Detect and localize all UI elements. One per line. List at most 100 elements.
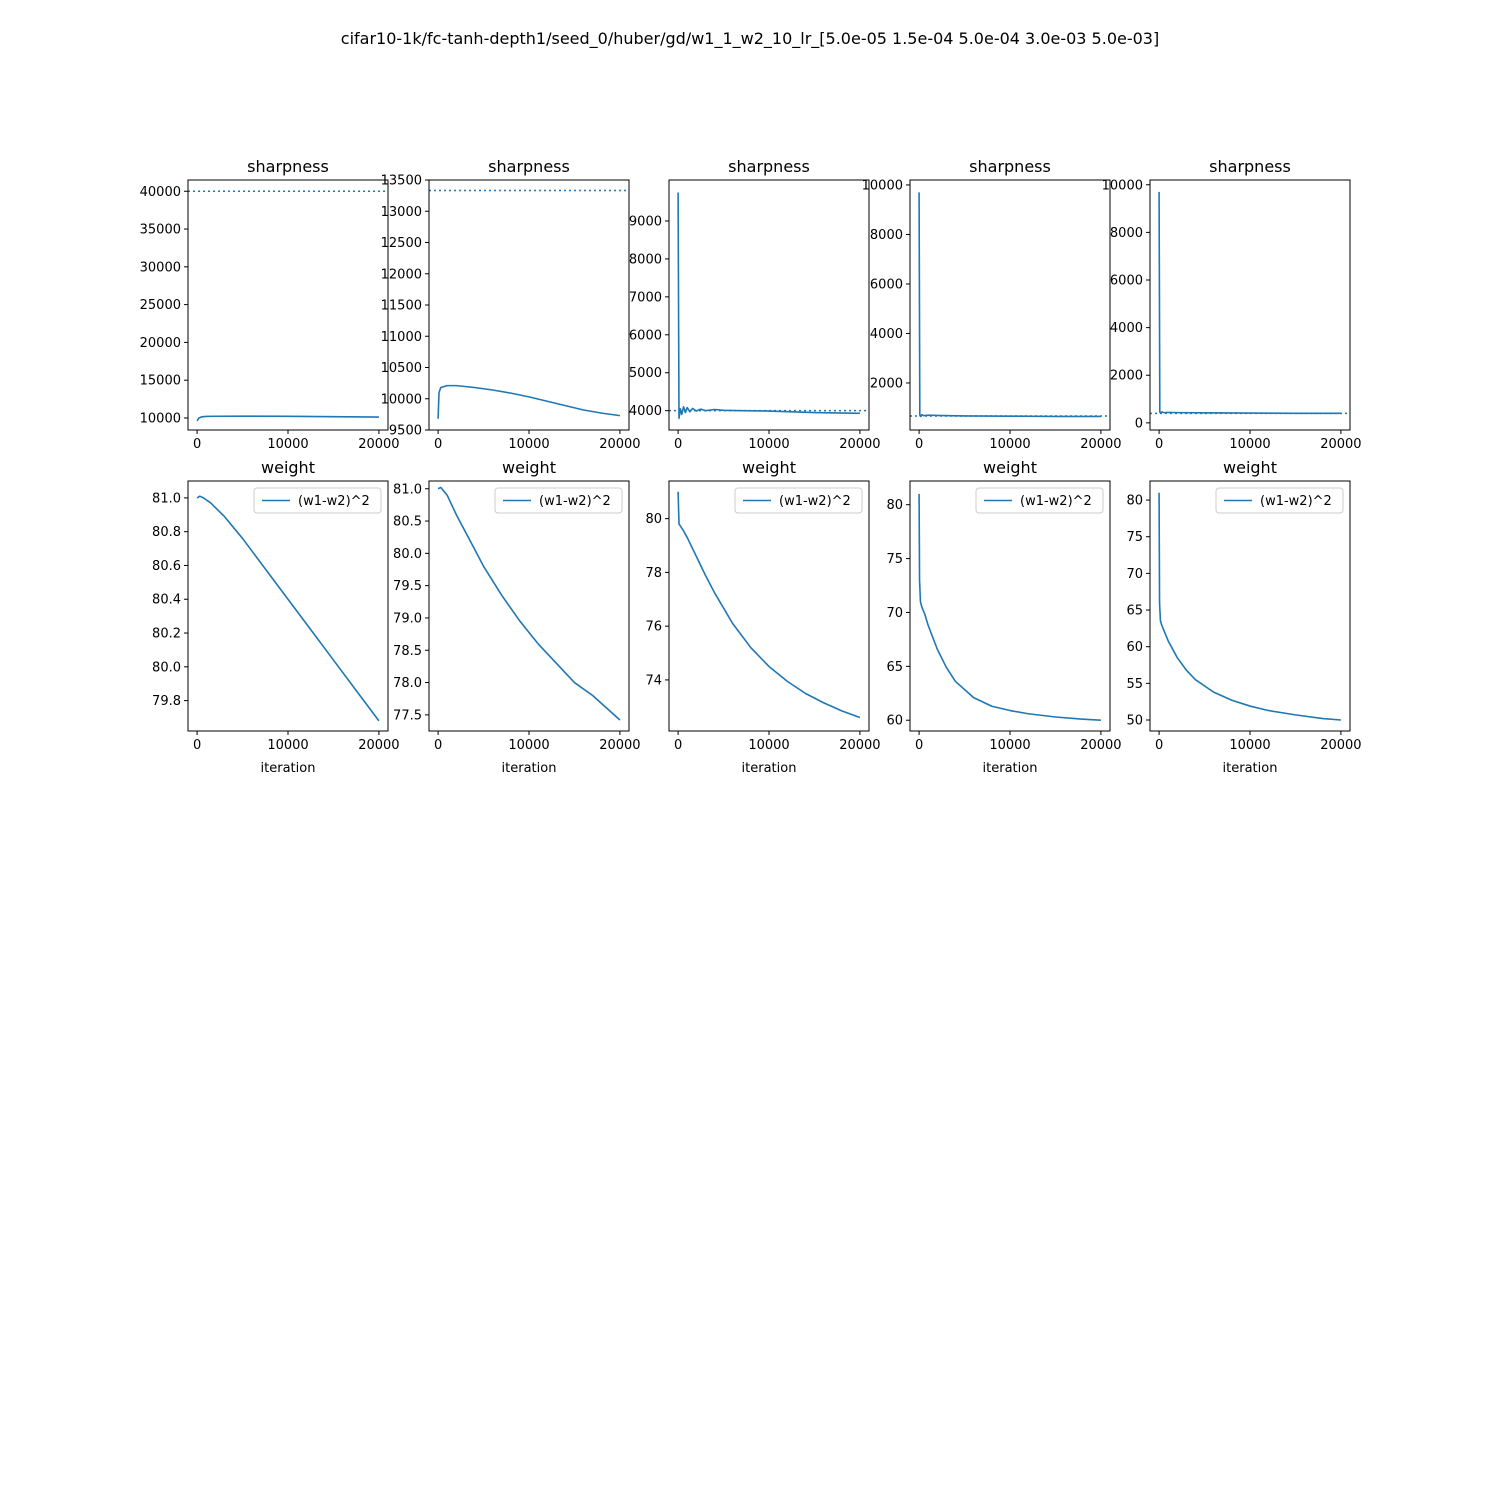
- x-tick-label: 0: [674, 437, 682, 452]
- y-tick-label: 12000: [381, 267, 422, 282]
- legend-box: [975, 487, 1104, 514]
- x-tick-label: 20000: [358, 437, 399, 452]
- subplot-sharpness-2: sharpness 0 10000 20000 9500 10000 10500 11000 1…: [381, 157, 641, 452]
- y-tick-label: 9000: [629, 214, 662, 229]
- x-tick-label: 20000: [599, 437, 640, 452]
- x-tick-label: 20000: [839, 437, 880, 452]
- x-tick-label: 10000: [508, 738, 549, 753]
- legend-label: (w1-w2)^2: [1260, 494, 1332, 509]
- y-tick-label: 11000: [381, 330, 422, 345]
- x-tick-label: 20000: [1320, 437, 1361, 452]
- y-tick-label: 80.0: [152, 660, 181, 675]
- y-tick-label: 6000: [870, 277, 903, 292]
- y-tick-label: 10000: [862, 178, 903, 193]
- series-line-w1-w2-squared: [1158, 492, 1341, 721]
- subplot-title: weight: [261, 458, 315, 477]
- x-tick-label: 20000: [358, 738, 399, 753]
- y-tick-label: 10000: [140, 411, 181, 426]
- legend: (w1-w2)^2: [975, 487, 1104, 514]
- y-tick-label: 78.0: [393, 676, 422, 691]
- series-line-sharpness: [677, 192, 860, 420]
- y-tick-label: 13000: [381, 205, 422, 220]
- series-line-sharpness: [196, 415, 379, 422]
- x-tick-label: 10000: [1229, 738, 1270, 753]
- y-tick-label: 76: [645, 620, 662, 635]
- x-tick-label: 10000: [1229, 437, 1270, 452]
- x-tick-label: 0: [915, 738, 923, 753]
- y-tick-label: 6000: [629, 328, 662, 343]
- subplot-title: weight: [502, 458, 556, 477]
- y-tick-label: 80.4: [152, 593, 181, 608]
- y-tick-label: 80: [645, 512, 662, 527]
- subplot-weight-5: weight 0 10000 20000 50 55 60 65 70 75 80 iteration…: [1126, 458, 1361, 776]
- x-tick-label: 20000: [1080, 437, 1121, 452]
- y-tick-label: 75: [1126, 530, 1143, 545]
- y-tick-label: 12500: [381, 236, 422, 251]
- x-tick-label: 0: [915, 437, 923, 452]
- subplot-weight-3: weight 0 10000 20000 74 76 78 80 iteration (w1-w2…: [645, 458, 880, 776]
- y-tick-label: 9500: [389, 424, 422, 439]
- y-tick-label: 2000: [870, 376, 903, 391]
- y-tick-label: 81.0: [393, 482, 422, 497]
- y-tick-label: 6000: [1110, 274, 1143, 289]
- x-tick-label: 10000: [267, 437, 308, 452]
- x-axis-label: iteration: [261, 761, 316, 776]
- x-axis-label: iteration: [742, 761, 797, 776]
- subplot-weight-2: weight 0 10000 20000 77.5 78.0 78.5 79.0 79.5 80.…: [393, 458, 641, 776]
- y-tick-label: 80.5: [393, 515, 422, 530]
- y-tick-label: 79.5: [393, 579, 422, 594]
- y-tick-label: 80: [1126, 494, 1143, 509]
- y-tick-label: 50: [1126, 714, 1143, 729]
- series-line-w1-w2-squared: [196, 495, 380, 722]
- y-tick-label: 2000: [1110, 369, 1143, 384]
- y-tick-label: 13500: [381, 174, 422, 189]
- series-line-sharpness: [1158, 191, 1341, 415]
- y-tick-label: 4000: [1110, 321, 1143, 336]
- legend: (w1-w2)^2: [253, 487, 382, 514]
- legend-box: [1215, 487, 1344, 514]
- y-tick-label: 74: [645, 673, 662, 688]
- y-tick-label: 70: [886, 606, 903, 621]
- subplot-weight-4: weight 0 10000 20000 60 65 70 75 80 iteration (w1-…: [886, 458, 1121, 776]
- subplot-sharpness-5: sharpness 0 10000 20000 0 2000 4000 6000 8000 100…: [1102, 157, 1362, 452]
- legend-label: (w1-w2)^2: [1020, 494, 1092, 509]
- figure-suptitle: cifar10-1k/fc-tanh-depth1/seed_0/huber/g…: [341, 29, 1159, 49]
- y-tick-label: 8000: [1110, 226, 1143, 241]
- legend: (w1-w2)^2: [734, 487, 863, 514]
- y-tick-label: 10500: [381, 361, 422, 376]
- legend-box: [734, 487, 863, 514]
- y-tick-label: 80.6: [152, 559, 181, 574]
- y-tick-label: 65: [886, 660, 903, 675]
- legend-box: [494, 487, 623, 514]
- y-tick-label: 80.8: [152, 525, 181, 540]
- y-tick-label: 55: [1126, 677, 1143, 692]
- y-tick-label: 60: [1126, 640, 1143, 655]
- x-tick-label: 10000: [748, 738, 789, 753]
- y-tick-label: 8000: [870, 228, 903, 243]
- legend: (w1-w2)^2: [1215, 487, 1344, 514]
- subplot-title: sharpness: [1209, 157, 1291, 176]
- subplot-title: sharpness: [247, 157, 329, 176]
- y-tick-label: 80.2: [152, 627, 181, 642]
- subplot-sharpness-4: sharpness 0 10000 20000 2000 4000 6000 8000 1000…: [862, 157, 1122, 452]
- x-tick-label: 20000: [839, 738, 880, 753]
- y-tick-label: 79.8: [152, 694, 181, 709]
- legend: (w1-w2)^2: [494, 487, 623, 514]
- x-tick-label: 0: [434, 738, 442, 753]
- legend-label: (w1-w2)^2: [779, 494, 851, 509]
- x-tick-label: 0: [1155, 738, 1163, 753]
- x-tick-label: 0: [674, 738, 682, 753]
- y-tick-label: 7000: [629, 290, 662, 305]
- y-tick-label: 35000: [140, 223, 181, 238]
- y-tick-label: 15000: [140, 374, 181, 389]
- series-line-w1-w2-squared: [437, 486, 621, 721]
- y-tick-label: 79.0: [393, 611, 422, 626]
- x-tick-label: 20000: [1320, 738, 1361, 753]
- y-tick-label: 81.0: [152, 491, 181, 506]
- y-tick-label: 10000: [381, 392, 422, 407]
- subplot-title: weight: [742, 458, 796, 477]
- y-tick-label: 60: [886, 714, 903, 729]
- x-tick-label: 20000: [599, 738, 640, 753]
